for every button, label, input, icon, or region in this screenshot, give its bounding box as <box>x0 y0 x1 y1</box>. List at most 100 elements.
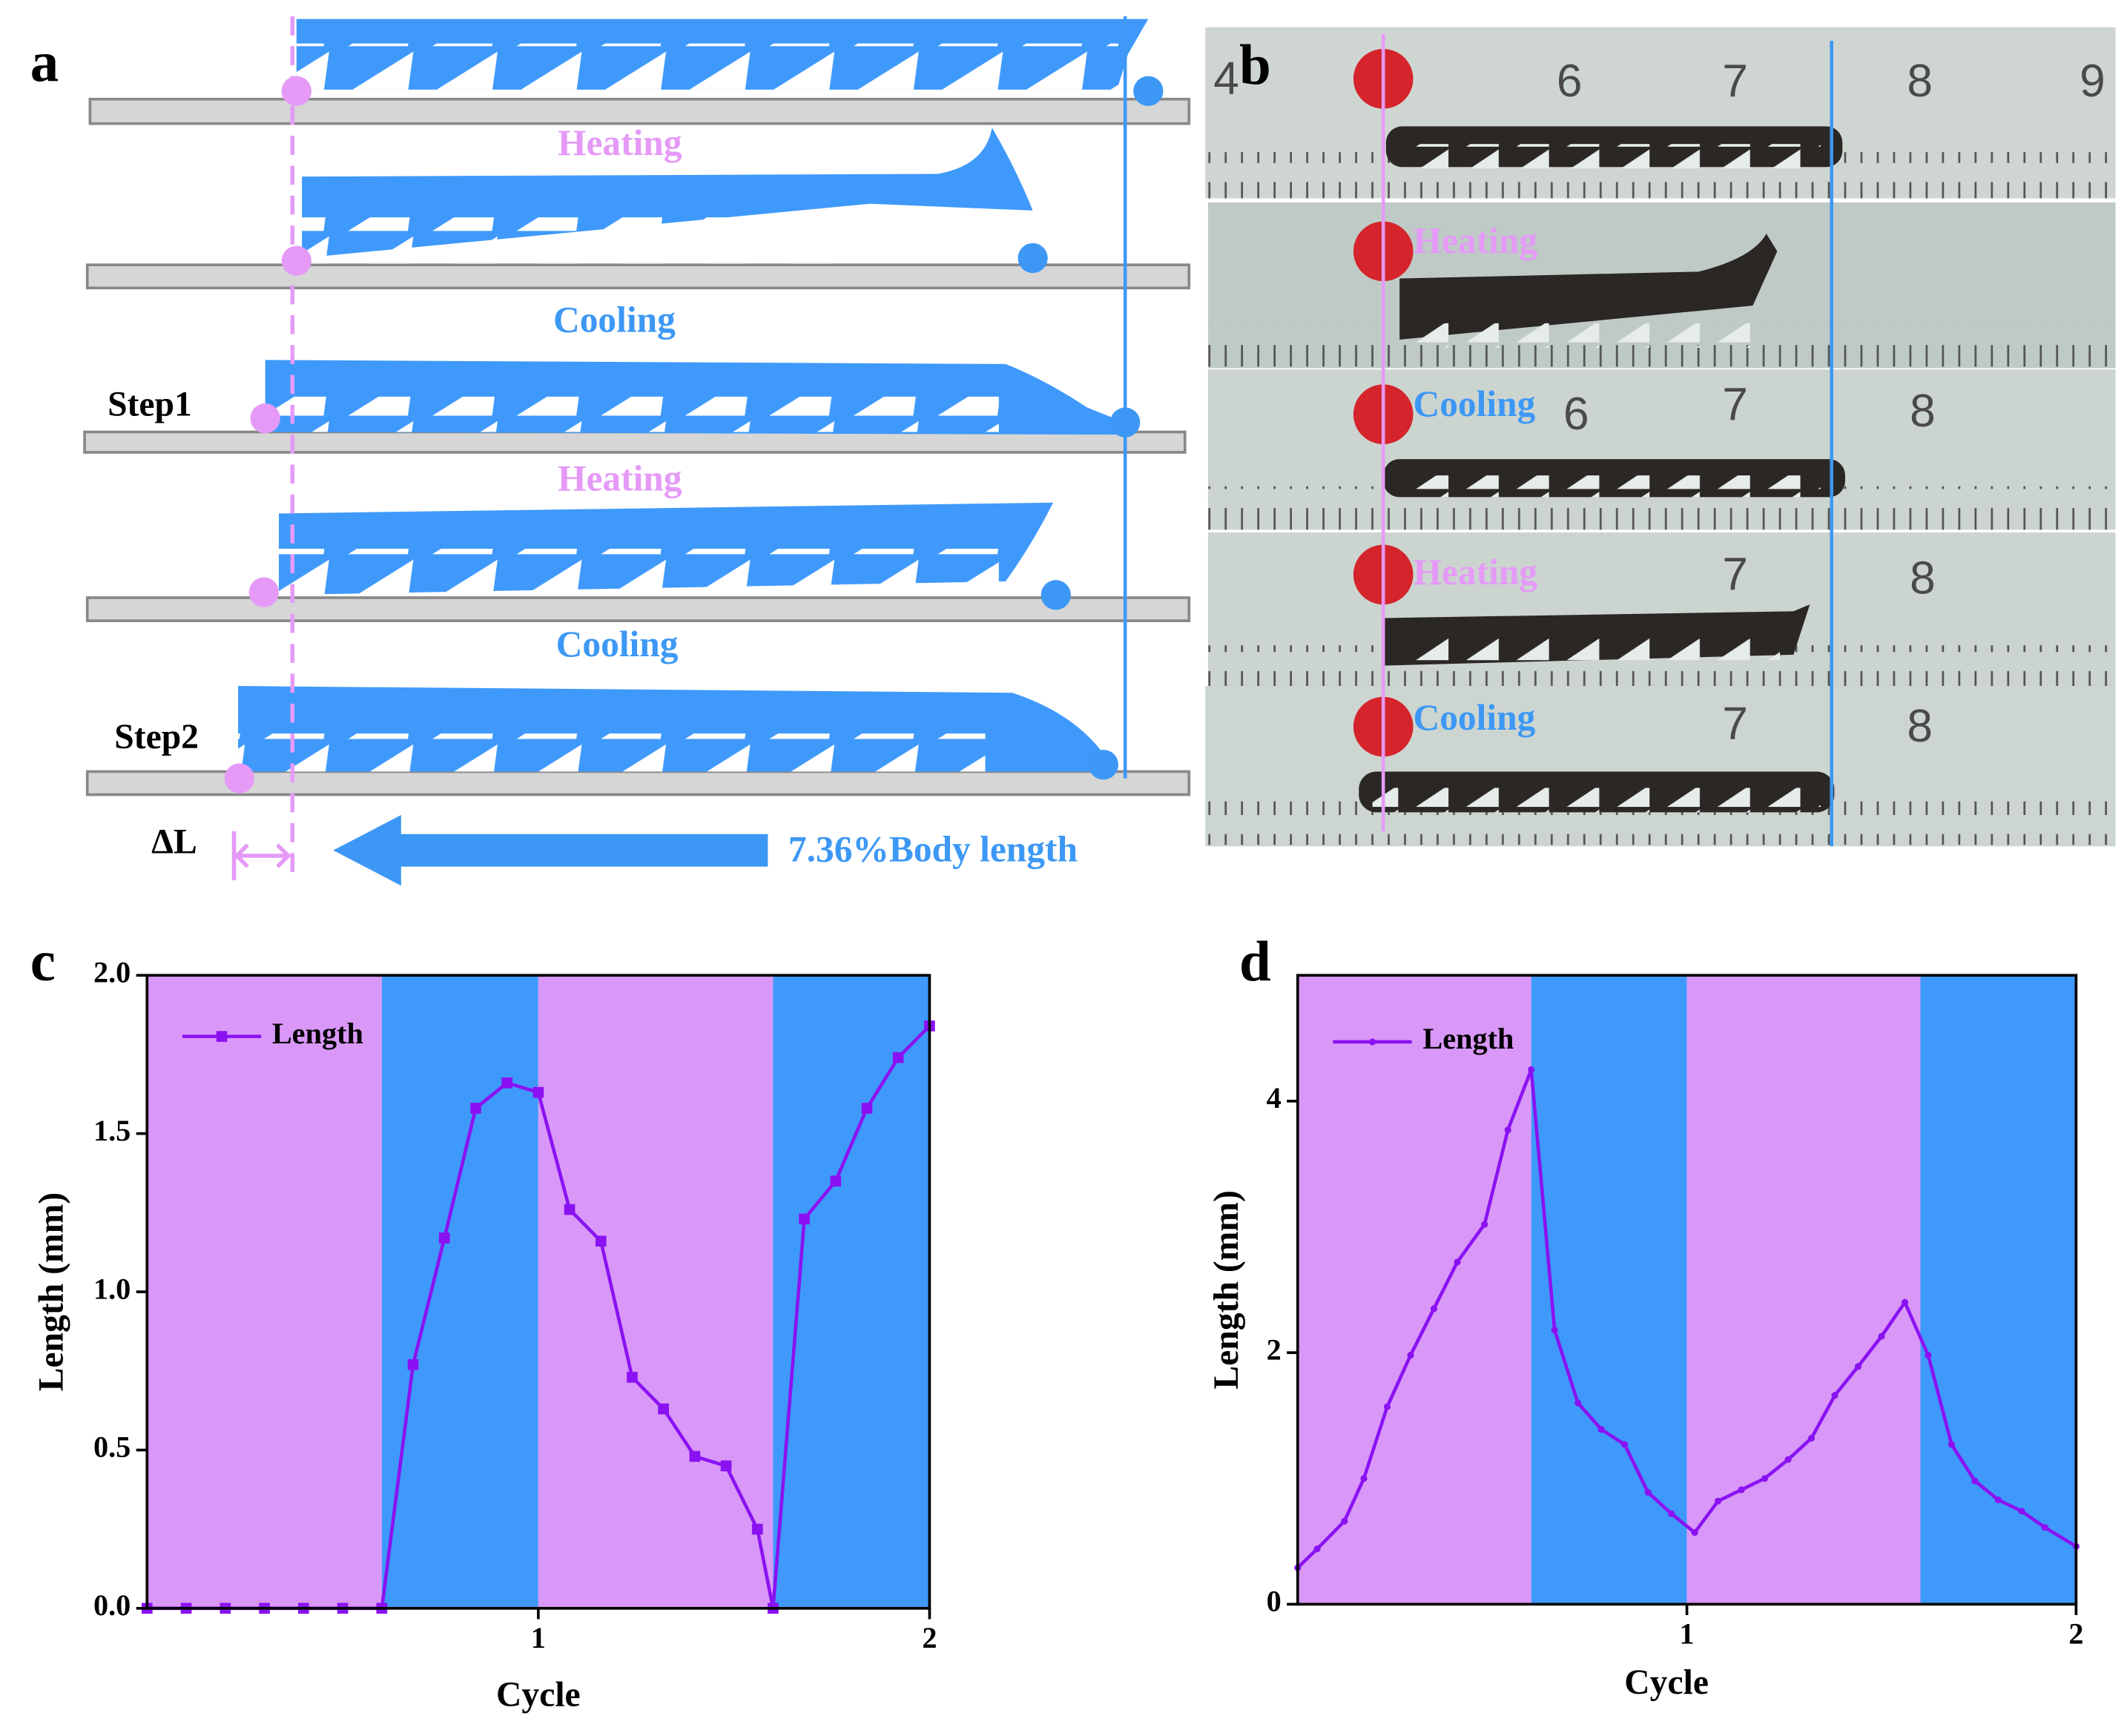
data-point <box>720 1460 732 1472</box>
y-tick-label: 0.0 <box>93 1588 131 1622</box>
data-point <box>1831 1392 1838 1399</box>
rail <box>83 430 1187 454</box>
phase-band <box>1297 975 1531 1605</box>
ruler-number: 7 <box>1722 549 1748 600</box>
y-axis-title: Length (mm) <box>33 1192 71 1391</box>
data-point <box>1878 1333 1885 1340</box>
head-dot <box>1133 76 1164 106</box>
chart: 0.0 0.5 1.0 1.5 2.0 1 2 Cycle Length (mm) Length <box>33 955 937 1714</box>
displacement-label: 7.36%Body length <box>788 829 1078 870</box>
chart: 0 2 4 1 2 Cycle Length (mm) Length <box>1207 974 2083 1702</box>
ruler-number: 7 <box>1722 698 1748 749</box>
phase-band <box>773 975 930 1608</box>
state-label: Heating <box>1414 220 1538 261</box>
data-point <box>501 1077 512 1089</box>
data-point <box>564 1204 575 1215</box>
ruler-labels: 4 6 7 8 9 6 7 8 7 8 7 8 <box>1213 53 2105 752</box>
state-label: Cooling <box>1414 697 1536 738</box>
panel-a: a <box>30 16 1191 886</box>
data-point <box>892 1052 904 1063</box>
y-tick-label: 2 <box>1267 1333 1282 1366</box>
data-point <box>1528 1066 1535 1074</box>
rail <box>85 263 1191 290</box>
ruler-number: 4 <box>1213 53 1239 104</box>
phase-band <box>1920 975 2077 1605</box>
data-point <box>1360 1475 1368 1482</box>
data-point <box>1313 1545 1321 1553</box>
data-point <box>1971 1477 1979 1485</box>
legend-label: Length <box>272 1017 363 1050</box>
data-point <box>1807 1434 1815 1442</box>
data-point <box>1430 1305 1438 1313</box>
data-point <box>799 1213 810 1225</box>
photo-strip <box>1205 27 2116 199</box>
ruler-number: 8 <box>1910 386 1936 437</box>
data-point <box>1947 1441 1956 1448</box>
state-label: Cooling <box>1414 383 1536 424</box>
data-point <box>1925 1351 1932 1359</box>
data-point <box>830 1175 842 1187</box>
y-tick-label: 2.0 <box>93 955 131 989</box>
panel-label: a <box>30 30 59 93</box>
x-tick-label: 2 <box>922 1621 937 1654</box>
x-axis-title: Cycle <box>496 1676 581 1714</box>
x-tick-label: 2 <box>2068 1617 2083 1651</box>
data-point <box>407 1359 419 1370</box>
head-dots <box>1018 76 1164 780</box>
panel-label: b <box>1239 33 1271 96</box>
phase-band <box>538 975 774 1608</box>
state-label: Cooling <box>553 299 676 340</box>
ruler-number: 7 <box>1722 56 1748 107</box>
tail-dot <box>250 403 280 434</box>
photo-strip <box>1207 202 2116 369</box>
data-point <box>1994 1496 2002 1504</box>
rail <box>88 97 1191 125</box>
robot-legs <box>238 733 986 772</box>
data-point <box>1341 1517 1348 1525</box>
head-dot <box>1110 407 1141 438</box>
data-point <box>1574 1399 1582 1407</box>
ruler-number: 6 <box>1557 56 1583 107</box>
data-point <box>1454 1258 1461 1266</box>
data-point <box>1407 1351 1414 1359</box>
tail-dot <box>281 245 311 276</box>
data-point <box>1854 1363 1862 1370</box>
data-point <box>1761 1475 1769 1482</box>
y-tick-label: 0.5 <box>93 1430 131 1464</box>
state-label: Cooling <box>556 624 679 664</box>
data-point <box>1715 1497 1722 1505</box>
data-point <box>1668 1510 1675 1517</box>
photo-strip <box>1207 532 2116 687</box>
data-line <box>1296 1069 2077 1569</box>
data-point <box>1383 1403 1391 1410</box>
tail-dot <box>224 763 255 793</box>
delta-arrow <box>231 831 291 880</box>
ruler-number: 6 <box>1563 389 1589 440</box>
data-point <box>627 1371 638 1383</box>
data-point <box>595 1235 607 1247</box>
tail-dots <box>224 76 311 793</box>
x-axis-title: Cycle <box>1624 1663 1709 1702</box>
y-tick-label: 0 <box>1267 1585 1282 1618</box>
robot-legs <box>302 217 873 264</box>
data-point <box>1621 1441 1629 1448</box>
panel-label: d <box>1239 929 1271 993</box>
data-point <box>1551 1326 1558 1334</box>
photo-strip <box>1205 686 2116 847</box>
robot-legs <box>296 43 1119 90</box>
ruler-number: 9 <box>2080 56 2105 107</box>
data-point <box>689 1450 701 1462</box>
y-tick-label: 1.0 <box>93 1272 131 1305</box>
phase-band <box>1531 975 1687 1605</box>
step-label: Step1 <box>108 385 192 423</box>
photo-strip <box>1207 369 2116 530</box>
phase-band <box>147 975 382 1608</box>
panel-label: c <box>30 929 56 993</box>
delta-label: ΔL <box>151 822 197 861</box>
data-point <box>1691 1529 1698 1537</box>
data-point <box>751 1523 763 1535</box>
move-arrow <box>333 815 768 886</box>
data-point <box>1644 1488 1652 1496</box>
data-point <box>1597 1425 1605 1433</box>
